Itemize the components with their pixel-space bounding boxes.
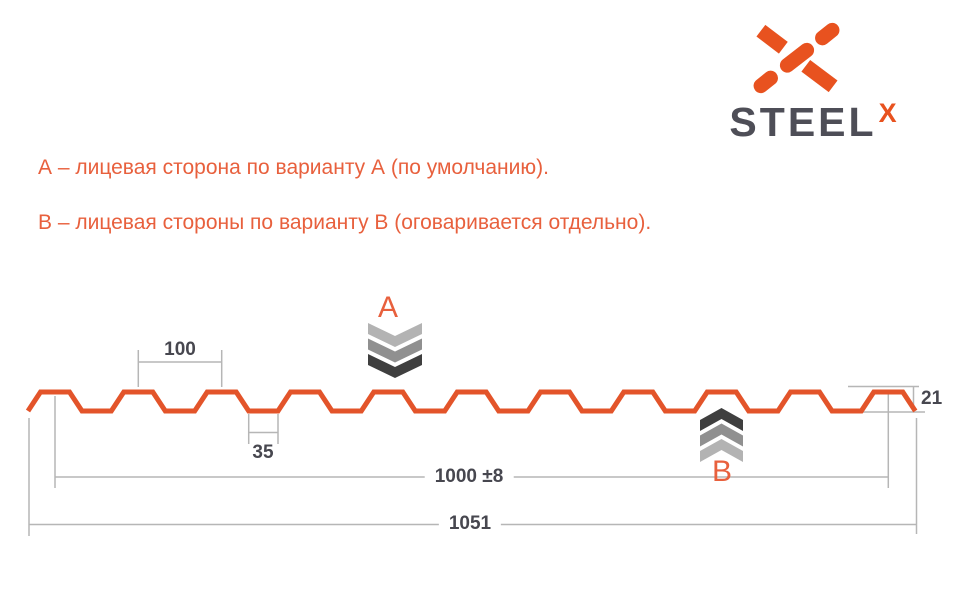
dim-100-lines — [137, 350, 223, 387]
dim-label-35: 35 — [252, 442, 274, 463]
dim-35-lines — [247, 414, 279, 444]
x-mark-arm-top-right — [815, 22, 840, 46]
marker-b-chevrons-icon — [700, 408, 743, 462]
marker-b-letter: В — [711, 455, 733, 488]
chevron-up-icon — [700, 408, 743, 431]
brand-sup-x: X — [878, 98, 897, 128]
x-mark-arm-bottom-left — [753, 70, 778, 94]
dim-label-1000: 1000 ±8 — [424, 466, 514, 488]
x-mark-center-ribbon — [779, 42, 815, 73]
dim-label-100: 100 — [164, 339, 196, 360]
steelx-x-mark-icon — [753, 22, 840, 94]
marker-a-letter: А — [377, 291, 399, 324]
chevron-down-icon — [368, 338, 422, 363]
brand-wordmark: STEELX — [700, 98, 926, 145]
chevron-down-icon — [368, 354, 422, 378]
chevron-up-icon — [700, 439, 743, 462]
dim-label-1051: 1051 — [438, 513, 502, 535]
dim-label-21: 21 — [921, 388, 943, 409]
marker-a-chevrons-icon — [368, 323, 422, 378]
chevron-down-icon — [368, 323, 422, 347]
note-variant-a: А – лицевая сторона по варианту А (по ум… — [38, 156, 549, 179]
sheet-profile — [25, 389, 918, 414]
chevron-up-icon — [700, 423, 743, 447]
x-mark-arm-top-left — [756, 24, 788, 54]
brand-name: STEEL — [729, 99, 877, 145]
x-mark-arm-bottom-right — [801, 59, 838, 93]
note-variant-b: В – лицевая стороны по варианту В (огова… — [38, 211, 652, 234]
